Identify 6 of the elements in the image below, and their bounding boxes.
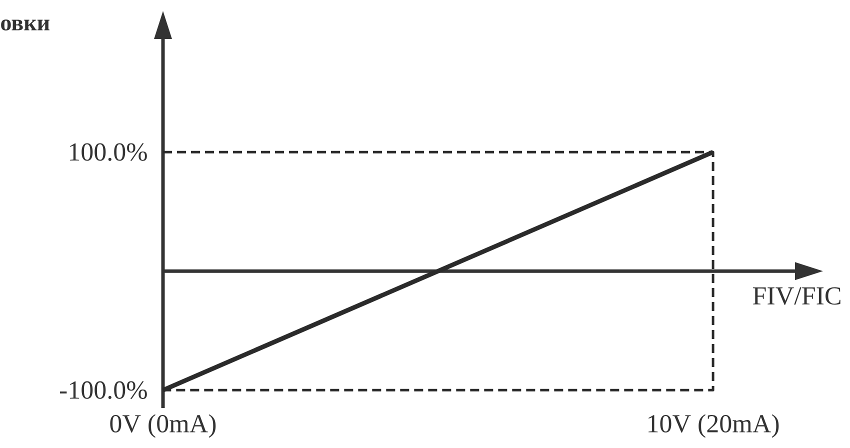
chart-title: овки bbox=[1, 19, 50, 31]
y-tick-label: 100.0% bbox=[70, 143, 147, 161]
x-tick-label: 0V (0mA) bbox=[110, 414, 216, 438]
x-axis-title: FIV/FIC bbox=[752, 287, 840, 305]
x-tick-label: 10V (20mA) bbox=[648, 414, 779, 438]
y-tick-label: -100.0% bbox=[60, 381, 147, 399]
